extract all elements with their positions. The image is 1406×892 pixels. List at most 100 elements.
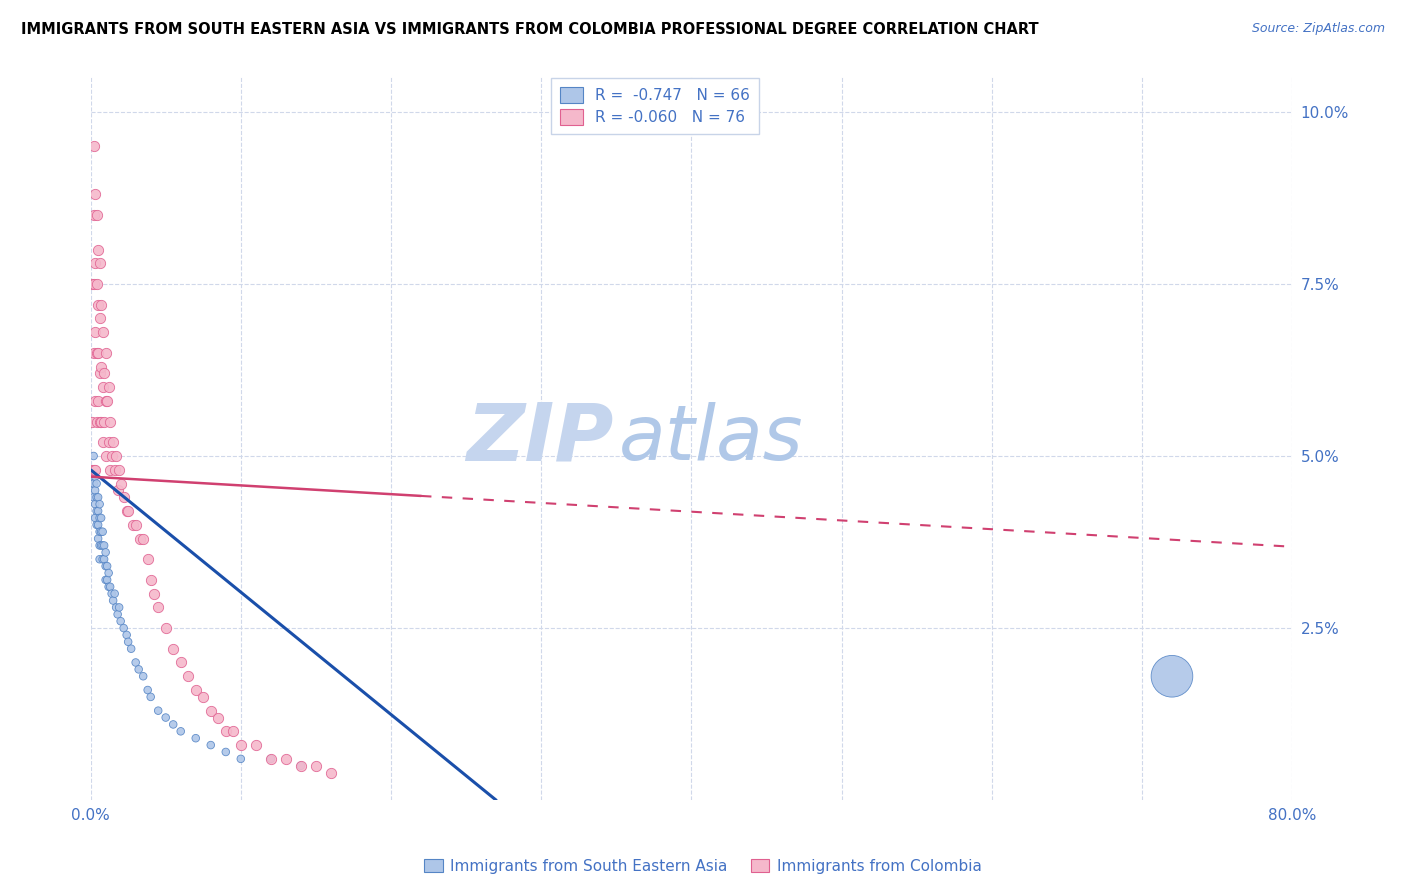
Point [87, 297, 110, 311]
Point [170, 724, 193, 739]
Point [83, 345, 105, 359]
Point [260, 752, 283, 766]
Point [86, 504, 108, 518]
Point [89, 524, 111, 539]
Text: Source: ZipAtlas.com: Source: ZipAtlas.com [1251, 22, 1385, 36]
Point [305, 758, 328, 772]
Point [93, 552, 115, 566]
Point [84, 393, 107, 408]
Point [82, 463, 104, 477]
Text: ZIP: ZIP [465, 400, 613, 478]
Point [108, 600, 131, 615]
Point [96, 559, 118, 574]
Point [115, 628, 138, 642]
Point [110, 476, 132, 491]
Point [87, 345, 110, 359]
Point [89, 552, 111, 566]
Point [104, 587, 127, 601]
Point [90, 511, 112, 525]
Point [124, 656, 146, 670]
Point [290, 758, 312, 772]
Point [83, 139, 105, 153]
Point [96, 393, 118, 408]
Point [93, 415, 115, 429]
Point [91, 380, 114, 394]
Point [94, 393, 117, 408]
Point [129, 532, 152, 546]
Point [139, 690, 162, 704]
Point [86, 517, 108, 532]
Point [98, 463, 121, 477]
Point [87, 504, 110, 518]
Text: atlas: atlas [619, 401, 804, 475]
Point [148, 600, 170, 615]
Point [1161, 669, 1184, 683]
Point [107, 607, 129, 622]
Point [132, 532, 155, 546]
Point [90, 415, 112, 429]
Point [87, 393, 110, 408]
Point [115, 504, 138, 518]
Point [148, 704, 170, 718]
Point [128, 662, 150, 676]
Point [200, 704, 222, 718]
Point [100, 587, 122, 601]
Point [86, 277, 108, 291]
Point [222, 724, 245, 739]
Point [93, 539, 115, 553]
Point [94, 545, 117, 559]
Legend: Immigrants from South Eastern Asia, Immigrants from Colombia: Immigrants from South Eastern Asia, Immi… [419, 853, 987, 880]
Point [84, 511, 107, 525]
Point [101, 593, 124, 607]
Point [89, 497, 111, 511]
Point [94, 573, 117, 587]
Point [319, 765, 342, 780]
Point [83, 277, 105, 291]
Point [91, 539, 114, 553]
Point [86, 208, 108, 222]
Point [105, 600, 128, 615]
Point [100, 449, 122, 463]
Point [84, 187, 107, 202]
Point [101, 435, 124, 450]
Point [132, 669, 155, 683]
Point [177, 669, 200, 683]
Point [84, 256, 107, 270]
Point [84, 469, 107, 483]
Point [87, 243, 110, 257]
Point [91, 435, 114, 450]
Point [84, 463, 107, 477]
Point [90, 359, 112, 374]
Point [104, 463, 127, 477]
Point [89, 415, 111, 429]
Point [93, 367, 115, 381]
Point [184, 683, 207, 698]
Point [89, 256, 111, 270]
Point [124, 517, 146, 532]
Point [91, 325, 114, 339]
Point [82, 463, 104, 477]
Point [142, 587, 165, 601]
Point [105, 449, 128, 463]
Point [83, 463, 105, 477]
Point [110, 614, 132, 628]
Point [112, 621, 135, 635]
Point [97, 580, 120, 594]
Point [84, 325, 107, 339]
Point [98, 580, 121, 594]
Point [193, 690, 215, 704]
Point [83, 208, 105, 222]
Point [155, 621, 177, 635]
Point [98, 415, 121, 429]
Point [97, 566, 120, 580]
Point [112, 491, 135, 505]
Point [89, 311, 111, 326]
Point [274, 752, 297, 766]
Point [86, 415, 108, 429]
Point [83, 476, 105, 491]
Point [89, 367, 111, 381]
Point [90, 539, 112, 553]
Point [97, 380, 120, 394]
Point [94, 559, 117, 574]
Point [87, 532, 110, 546]
